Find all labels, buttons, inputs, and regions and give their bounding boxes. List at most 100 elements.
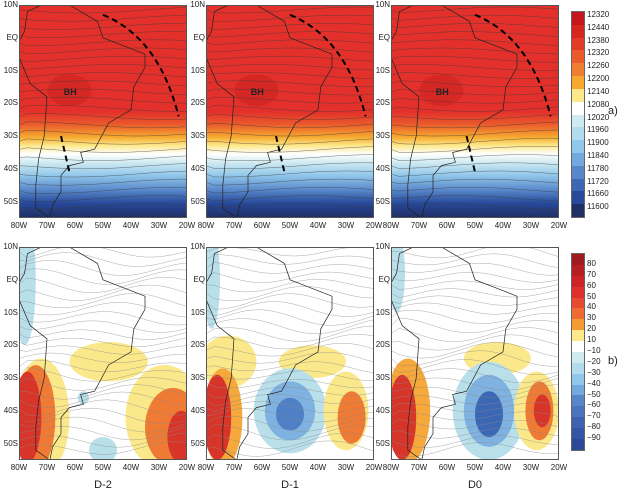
lat-tick-label: 40S [375, 163, 390, 173]
lon-tick-label: 50W [281, 463, 299, 472]
colorbar-label: 12320 [587, 10, 610, 19]
lat-tick-label: EQ [6, 274, 18, 284]
streamline [19, 426, 187, 441]
streamline [206, 361, 374, 374]
streamline [391, 247, 559, 259]
streamline [391, 359, 559, 376]
lat-tick-label: 10N [3, 0, 18, 9]
bolivian-high-label: BH [435, 87, 449, 98]
coastline [391, 5, 518, 218]
streamline [19, 367, 187, 382]
streamline [19, 23, 187, 30]
streamline [19, 155, 187, 161]
colorbar-swatch [572, 140, 584, 153]
streamline [19, 72, 187, 78]
streamline [19, 170, 187, 178]
colorbar-label: −40 [587, 378, 601, 388]
streamline [206, 72, 374, 79]
colorbar-label: 11960 [587, 125, 609, 135]
streamline [391, 114, 559, 120]
lon-tick-label: 20W [178, 463, 196, 472]
colorbar-label: 11600 [587, 202, 609, 212]
streamline [391, 368, 559, 383]
streamline [391, 121, 559, 129]
streamline [391, 272, 559, 283]
streamline [19, 39, 187, 47]
lon-tick-label: 60W [438, 221, 456, 230]
streamline [206, 122, 374, 129]
streamline [19, 311, 187, 326]
trough-axis-lower [60, 135, 71, 173]
streamline [206, 178, 374, 186]
lat-tick-label: 10S [190, 307, 205, 317]
colorbar-swatch [572, 438, 584, 450]
colorbar-label: −70 [587, 411, 601, 421]
streamline [19, 352, 187, 364]
lon-tick-label: 30W [150, 221, 168, 230]
lon-tick-label: 80W [197, 221, 215, 230]
streamline [19, 15, 187, 22]
anomaly-region [475, 391, 503, 438]
lon-tick-label: 20W [365, 463, 383, 472]
lat-tick-label: 20S [3, 98, 18, 108]
colorbar-b [571, 253, 585, 451]
colorbar-label: −90 [587, 433, 601, 443]
streamline [391, 402, 559, 413]
lon-tick-label: 70W [38, 221, 56, 230]
streamline [19, 88, 187, 96]
colorbar-label: −30 [587, 367, 601, 377]
lon-tick-label: 40W [122, 221, 140, 230]
streamline [206, 301, 374, 317]
streamline [391, 162, 559, 169]
streamline [206, 286, 374, 302]
streamline [19, 178, 187, 186]
colorbar-swatch [572, 37, 584, 51]
height-field [19, 5, 187, 218]
colorbar-label: 11780 [587, 163, 609, 173]
streamline [391, 64, 559, 71]
streamline [391, 203, 559, 210]
column-label: D0 [467, 479, 483, 491]
lat-tick-label: EQ [193, 32, 205, 42]
lat-tick-label: 50S [3, 438, 18, 448]
streamline [206, 325, 374, 342]
lon-tick-label: 70W [225, 463, 243, 472]
lat-tick-label: 50S [3, 196, 18, 206]
colorbar-label: 50 [587, 291, 596, 301]
streamline [19, 276, 187, 294]
colorbar-swatch [572, 417, 584, 428]
lat-tick-label: 10N [375, 242, 390, 251]
streamline [391, 80, 559, 88]
streamline [206, 309, 374, 326]
streamline [206, 318, 374, 335]
lat-tick-label: 40S [3, 405, 18, 415]
colorbar-label: −10 [587, 346, 601, 355]
streamline [391, 280, 559, 290]
streamline [19, 302, 187, 318]
lat-tick-label: 30S [375, 131, 390, 141]
colorbar-swatch [572, 286, 584, 298]
colorbar-swatch [572, 373, 584, 385]
lat-tick-label: 40S [3, 163, 18, 173]
streamline [391, 195, 559, 202]
streamline [206, 203, 374, 209]
lon-tick-label: 80W [382, 221, 400, 230]
colorbar-label: 12020 [587, 112, 610, 122]
lon-tick-label: 30W [337, 221, 355, 230]
anomaly-region [69, 342, 148, 382]
anomaly-region [391, 247, 405, 313]
streamline [19, 195, 187, 202]
colorbar-swatch [572, 254, 584, 265]
trough-axis-lower [465, 135, 476, 173]
streamline [206, 440, 374, 457]
panel-row-label: a) [608, 105, 618, 117]
streamline [206, 39, 374, 46]
colorbar-label: 11840 [587, 150, 609, 160]
colorbar-swatch [572, 76, 584, 89]
streamline [391, 178, 559, 185]
lat-tick-label: 20S [3, 340, 18, 350]
streamline [391, 23, 559, 28]
streamline [391, 442, 559, 457]
lat-tick-label: 30S [190, 131, 205, 141]
colorbar-swatch [572, 351, 584, 363]
